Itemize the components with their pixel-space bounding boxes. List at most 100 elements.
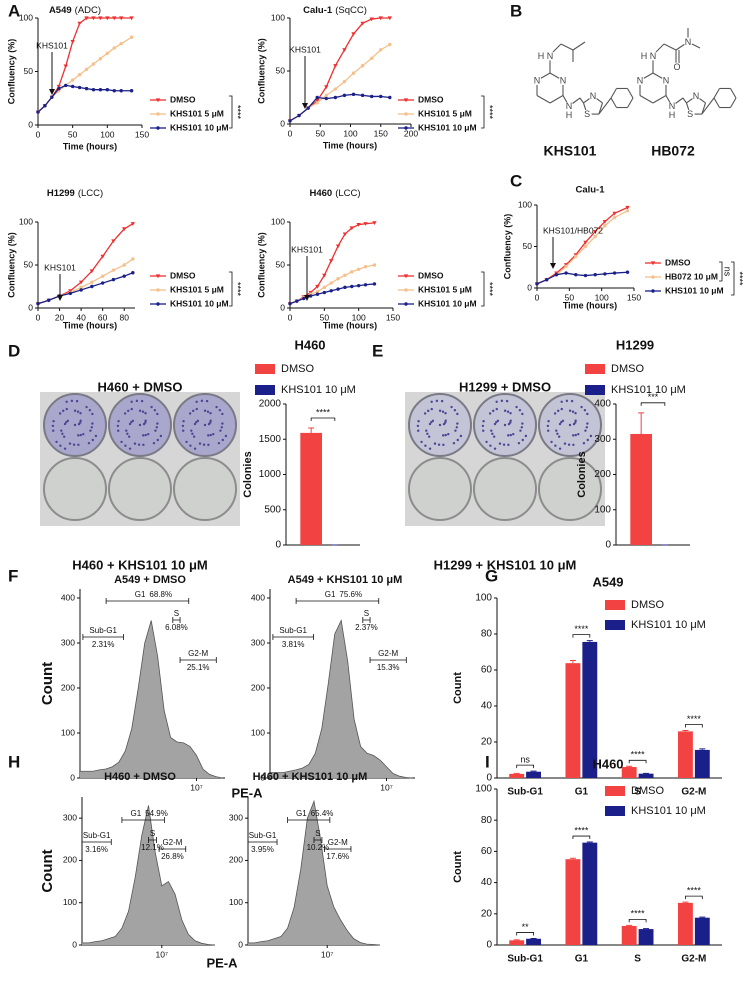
colony-speck: [82, 432, 85, 436]
y-tick-label: 100: [594, 504, 611, 515]
colony-speck: [192, 435, 196, 438]
y-axis-label: Confluency (%): [6, 39, 16, 105]
gate-bracket: [179, 657, 217, 663]
point-marker: [612, 211, 617, 216]
colony-speck: [85, 405, 88, 409]
legend-marker: [156, 126, 160, 130]
colony-speck: [489, 444, 492, 447]
colony-speck: [66, 419, 70, 423]
y-axis-label: Confluency (%): [502, 214, 512, 280]
colony-speck: [444, 412, 447, 415]
point-marker: [105, 16, 110, 21]
error-bar: [638, 412, 645, 434]
point-marker: [335, 244, 341, 249]
colony-speck: [557, 409, 560, 413]
point-marker: [131, 271, 135, 275]
error-bar: [569, 857, 576, 860]
colony-speck: [509, 433, 512, 437]
atom-label: S: [687, 109, 693, 119]
colony-speck: [500, 399, 504, 403]
point-marker: [545, 278, 549, 282]
gate-value: 75.6%: [339, 590, 362, 599]
point-marker: [288, 119, 292, 123]
x-tick-label: 40: [76, 312, 86, 322]
point-marker: [360, 21, 365, 26]
chart-title: H460: [294, 337, 325, 352]
error-bar: [530, 770, 537, 772]
colony-speck: [192, 409, 195, 413]
panel-label: C: [510, 171, 522, 190]
legend-marker: [651, 289, 655, 293]
colony-speck: [517, 441, 521, 445]
colony-speck: [209, 421, 212, 424]
gate-name: Sub-G1: [89, 626, 117, 635]
significance-label: ****: [735, 271, 745, 286]
x-tick-label: Sub-G1: [507, 787, 543, 798]
legend-swatch: [585, 364, 605, 374]
colony-speck: [435, 399, 439, 403]
significance-bracket: [229, 271, 233, 307]
colony-speck: [150, 405, 153, 409]
bar: [526, 938, 541, 945]
legend-marker: [404, 126, 408, 130]
series-line: [536, 206, 628, 285]
colony-speck: [560, 420, 563, 424]
colony-speck: [144, 433, 147, 437]
point-marker: [43, 104, 47, 108]
error-bar: [682, 901, 689, 903]
gate-name: G2-M: [162, 838, 182, 847]
legend-label: DMSO: [281, 363, 314, 375]
point-marker: [333, 95, 338, 100]
chart-title: A549 + DMSO: [114, 574, 186, 586]
y-tick-label: 100: [251, 727, 265, 737]
point-marker: [564, 264, 568, 269]
series-line: [37, 272, 134, 305]
point-marker: [131, 257, 135, 261]
point-marker: [351, 32, 356, 37]
colony-speck: [521, 422, 524, 425]
point-marker: [63, 64, 68, 69]
bond: [552, 43, 562, 53]
point-marker: [356, 283, 361, 288]
atom-bg: [564, 101, 574, 111]
y-tick-label: 0: [28, 119, 33, 129]
y-tick-label: 500: [264, 504, 281, 515]
colony-speck: [430, 400, 433, 403]
colony-speck: [428, 422, 432, 426]
point-marker: [363, 222, 368, 226]
legend-label: DMSO: [631, 599, 664, 611]
annotation: KHS101: [36, 40, 68, 50]
significance-label: ****: [485, 105, 495, 120]
colony-speck: [456, 412, 459, 416]
point-marker: [315, 289, 320, 294]
colony-speck: [133, 442, 137, 445]
dish-treated-khs101: [473, 457, 537, 521]
point-marker: [343, 285, 347, 290]
point-marker: [564, 271, 568, 275]
legend-label: KHS101 10 μM: [665, 285, 724, 295]
gate-bracket: [287, 817, 331, 823]
gate-value: 3.16%: [85, 845, 108, 854]
colony-speck: [524, 434, 528, 438]
legend-label: DMSO: [611, 363, 644, 375]
y-tick-label: 0: [486, 940, 492, 951]
legend-swatch: [605, 600, 625, 610]
colony-speck: [156, 438, 159, 442]
legend-label: DMSO: [418, 94, 444, 104]
gate-bracket: [362, 617, 371, 623]
legend-marker: [404, 302, 408, 306]
gate-bracket: [313, 837, 323, 843]
colony-speck: [444, 419, 447, 422]
bar: [509, 773, 525, 778]
colony-speck: [137, 443, 141, 446]
point-marker: [295, 299, 299, 303]
y-tick-label: 200: [63, 855, 77, 865]
colony-speck: [209, 433, 212, 437]
colony-speck: [144, 412, 147, 415]
point-marker: [100, 281, 105, 285]
significance-label: ****: [574, 825, 589, 835]
colony-speck: [77, 434, 80, 437]
point-marker: [84, 16, 89, 21]
colony-speck: [154, 429, 157, 432]
error-bar: [626, 765, 633, 768]
